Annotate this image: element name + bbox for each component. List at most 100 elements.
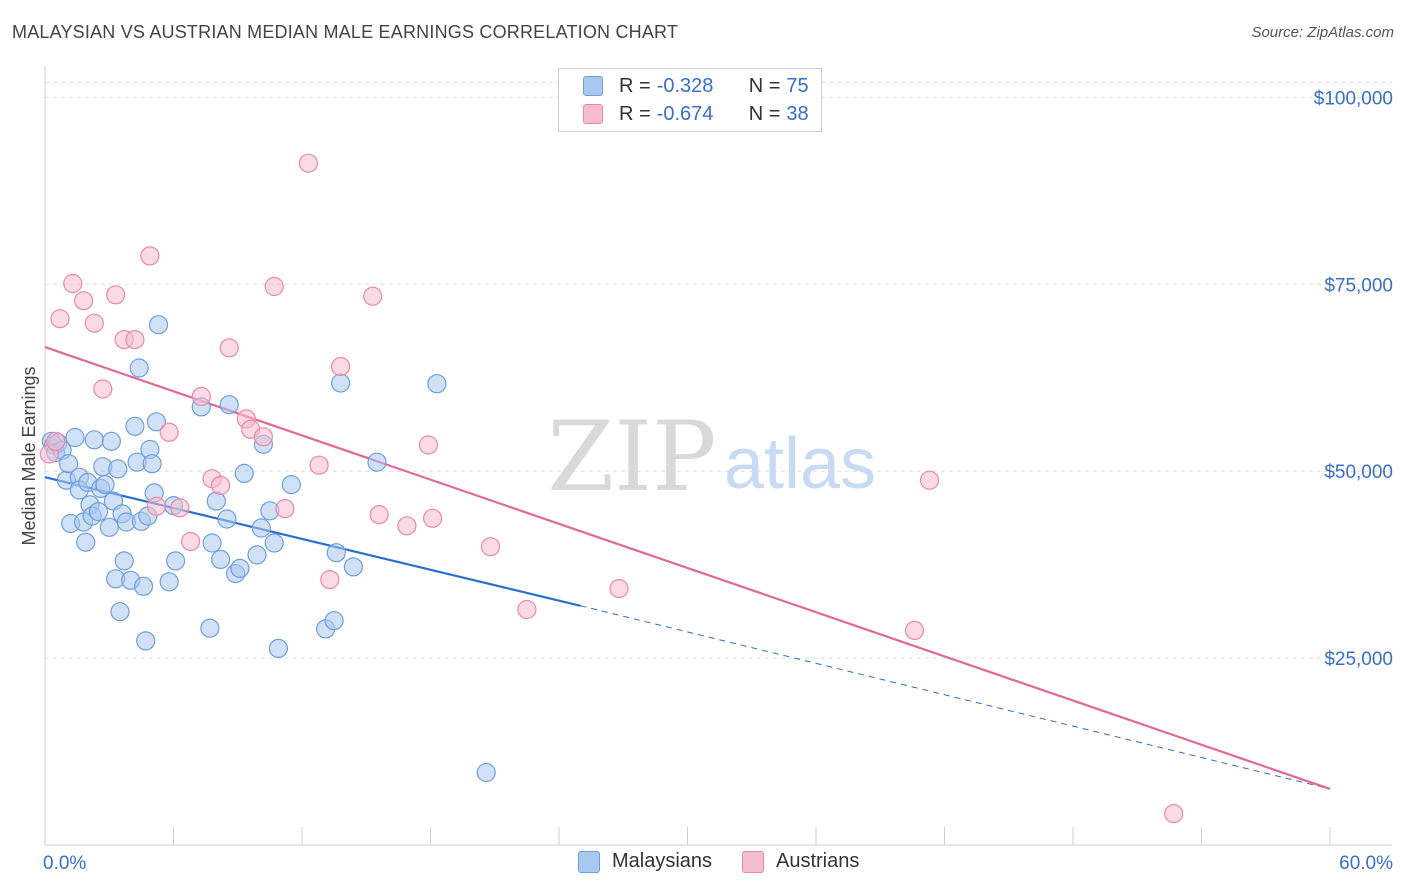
data-point	[125, 330, 145, 350]
data-point	[142, 454, 162, 474]
data-point	[281, 475, 301, 495]
y-tick-label: $100,000	[1314, 88, 1393, 109]
data-point	[84, 313, 104, 333]
legend-row-malaysians: R = -0.328 N = 75	[583, 73, 809, 99]
series-label-malaysians: Malaysians	[612, 850, 713, 872]
watermark-atlas: atlas	[724, 424, 876, 504]
legend-n-label: N =	[748, 74, 781, 97]
data-point	[46, 431, 66, 451]
data-point	[95, 475, 115, 495]
data-point	[73, 291, 94, 311]
data-point	[397, 516, 417, 536]
data-point	[320, 569, 340, 590]
data-point	[234, 463, 254, 483]
series-swatch-austrians	[742, 850, 764, 873]
data-point	[264, 533, 284, 553]
data-point	[159, 422, 179, 442]
data-point	[129, 358, 149, 378]
legend-swatch-malaysians	[583, 76, 603, 96]
data-point	[211, 549, 231, 570]
data-point	[217, 509, 237, 529]
data-point	[268, 638, 288, 659]
data-point	[76, 532, 96, 552]
legend-r-value: -0.328	[656, 74, 714, 97]
data-point	[919, 470, 940, 490]
data-point	[58, 454, 79, 474]
data-point	[133, 576, 154, 596]
legend-r-label: R =	[619, 102, 651, 125]
data-point	[275, 499, 295, 519]
trend-line-malaysians	[44, 476, 581, 607]
data-point	[476, 762, 496, 783]
data-point	[480, 537, 501, 557]
x-tick-label: 0.0%	[43, 853, 86, 874]
data-point	[148, 315, 169, 335]
data-point	[146, 412, 166, 432]
data-point	[191, 386, 211, 406]
trend-lines	[44, 346, 1331, 790]
legend-r-label: R =	[619, 74, 651, 97]
data-point	[136, 631, 156, 651]
axis-labels: $25,000 $50,000 $75,000 $100,000 0.0% 60.0% Me…	[19, 88, 1393, 874]
chart-title: MALAYSIAN VS AUSTRIAN MEDIAN MALE EARNIN…	[12, 22, 679, 42]
data-point	[108, 459, 128, 479]
data-point	[367, 452, 387, 472]
data-point	[181, 531, 201, 552]
data-point	[219, 395, 239, 415]
data-point	[363, 286, 383, 306]
series-legend: Malaysians Austrians	[0, 850, 1406, 878]
data-point	[166, 551, 186, 571]
watermark: ZIP atlas	[547, 401, 876, 513]
y-tick-label: $25,000	[1324, 649, 1393, 670]
data-point	[343, 557, 363, 577]
legend-n-value: 75	[786, 74, 809, 97]
data-point	[904, 620, 925, 641]
data-point	[101, 431, 122, 451]
data-point	[253, 427, 273, 447]
y-axis-label: Median Male Earnings	[19, 366, 39, 545]
data-point	[418, 435, 438, 455]
trend-line-austrians	[44, 346, 1331, 790]
series-swatch-malaysians	[578, 850, 600, 873]
data-point	[114, 551, 134, 571]
data-point	[106, 285, 126, 305]
data-point	[324, 611, 344, 631]
data-point	[63, 273, 83, 294]
data-point	[146, 496, 166, 516]
data-point	[211, 475, 231, 495]
data-point	[99, 517, 119, 537]
series-legend-malaysians: Malaysians	[578, 850, 712, 873]
data-point	[331, 356, 351, 377]
data-point	[125, 416, 145, 436]
y-tick-label: $75,000	[1324, 275, 1393, 296]
data-point	[50, 309, 70, 329]
data-point	[202, 533, 222, 553]
chart-source: Source: ZipAtlas.com	[1251, 24, 1394, 41]
legend-n-label: N =	[748, 102, 781, 125]
data-point	[1164, 803, 1184, 824]
data-point	[230, 558, 250, 579]
series-label-austrians: Austrians	[776, 850, 860, 872]
y-tick-label: $50,000	[1324, 462, 1393, 483]
data-point	[65, 427, 85, 448]
data-points	[39, 153, 1184, 824]
x-tick-label: 60.0%	[1339, 853, 1393, 874]
legend-swatch-austrians	[583, 104, 603, 124]
data-point	[219, 338, 239, 358]
data-point	[609, 578, 629, 599]
legend-r-value: -0.674	[656, 102, 714, 125]
trend-line-malaysians-extension	[580, 605, 1331, 790]
data-point	[326, 543, 346, 563]
axes	[44, 66, 1392, 846]
data-point	[517, 599, 537, 620]
data-point	[88, 502, 109, 522]
data-point	[251, 518, 271, 538]
data-point	[298, 153, 318, 173]
data-point	[110, 602, 130, 622]
data-point	[93, 379, 113, 399]
data-point	[170, 498, 190, 518]
stats-legend: R = -0.328 N = 75 R = -0.674 N = 38	[558, 68, 822, 132]
data-point	[331, 373, 351, 393]
data-point	[159, 572, 179, 592]
